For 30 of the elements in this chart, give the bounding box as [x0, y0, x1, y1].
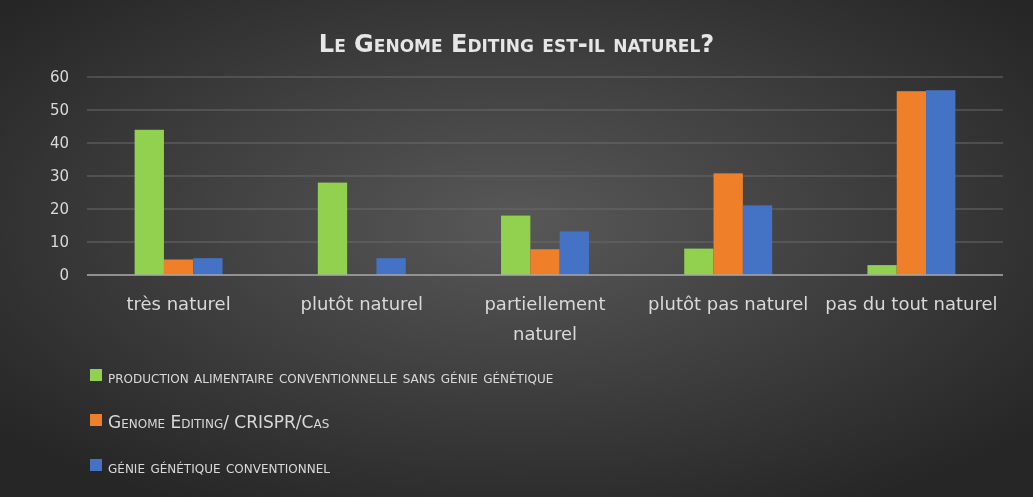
x-tick-label: pas du tout naturel [825, 293, 998, 314]
bar [713, 173, 743, 275]
x-tick-label: plutôt pas naturel [648, 293, 809, 314]
y-tick-label: 20 [49, 200, 69, 219]
bar [926, 90, 956, 275]
legend-label: génie génétique conventionnel [108, 456, 331, 477]
y-tick-label: 40 [49, 134, 69, 153]
bar [896, 91, 927, 275]
bar [501, 215, 531, 275]
bar [530, 249, 560, 275]
y-tick-label: 10 [49, 233, 69, 252]
bar [867, 265, 897, 275]
bar [559, 231, 589, 275]
legend-label: production alimentaire conventionnelle sans génie génétique [108, 366, 554, 387]
legend-label: Genome Editing/ CRISPR/Cas [108, 411, 330, 432]
y-tick-label: 30 [49, 167, 69, 186]
bar [193, 258, 223, 275]
y-tick-label: 50 [49, 101, 69, 120]
bar [376, 258, 406, 275]
y-tick-label: 60 [49, 68, 69, 87]
y-tick-label: 0 [59, 266, 69, 285]
bar [684, 248, 714, 275]
chart-title: Le Genome Editing est-il naturel? [318, 30, 715, 58]
bar [134, 129, 164, 275]
bar [317, 182, 348, 275]
x-tick-label: partiellement naturel [484, 293, 606, 344]
bar [742, 205, 773, 275]
x-tick-label: plutôt naturel [300, 293, 424, 314]
x-tick-label: très naturel [126, 293, 231, 314]
bar [163, 259, 194, 275]
